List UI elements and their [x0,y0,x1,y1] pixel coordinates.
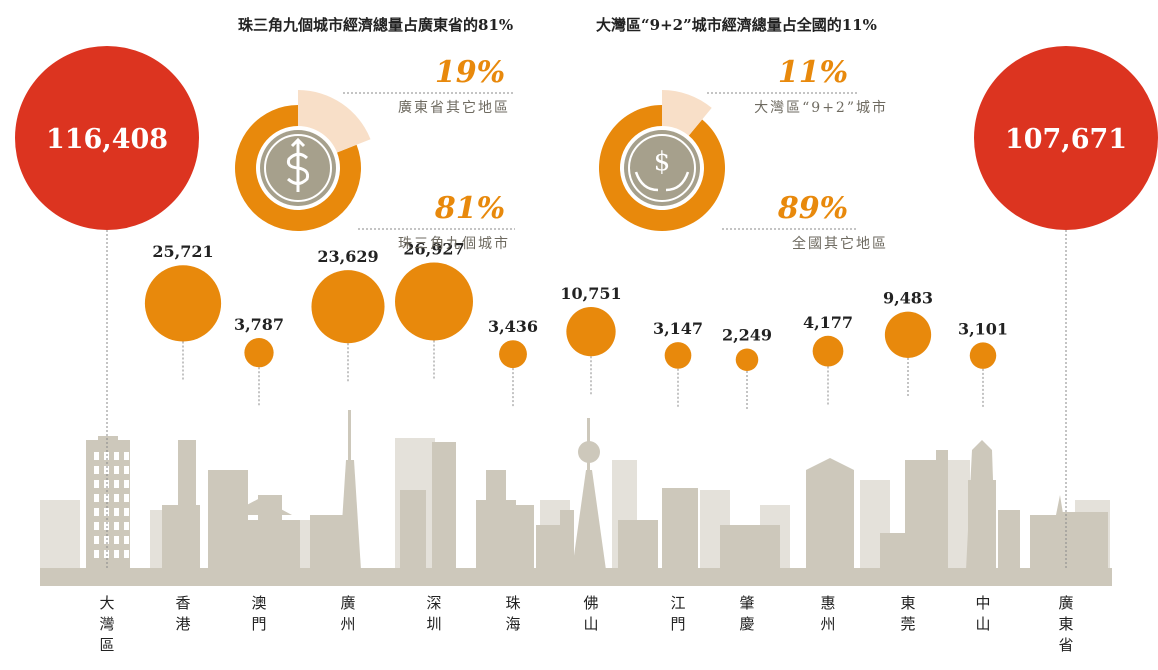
city-label: 深圳 [426,594,441,633]
city-label: 廣東省 [1058,594,1073,654]
slice-label: 大灣區“9+2”城市 [754,99,888,116]
svg-text:$: $ [654,147,671,177]
headline-left: 珠三角九個城市經濟總量占廣東省的81% [238,16,514,34]
bubble-9 [735,348,759,372]
value-label: 3,787 [234,315,284,334]
minor-slice [298,90,371,153]
hands-dollar-icon: $ [634,147,690,192]
bubble-1 [15,46,199,230]
donut-guangdong-share: 19% 廣東省其它地區 81% 珠三角九個城市 [235,55,515,252]
city-label: 惠州 [820,594,835,633]
city-label: 江門 [670,594,685,633]
bubble-6 [499,340,527,369]
minor-slice [662,90,712,136]
canton-tower-shape [339,460,361,570]
bubble-8 [664,342,692,369]
city-label: 東莞 [900,594,915,633]
bubble-4 [311,270,385,344]
city-label: 廣州 [340,594,355,633]
skyline [40,410,1112,586]
value-label: 23,629 [317,247,378,266]
major-slice [599,105,725,231]
city-label: 佛山 [583,594,598,633]
foshan-tower-shape [572,470,606,570]
bubble-11 [884,311,932,358]
city-bubbles: 116,408 大灣區 25,721 香港 3,787 澳門 23,629 廣州 26,927 深… [15,46,1158,654]
skyline-ground [40,568,1112,586]
percent-label: 89% [777,191,848,226]
city-label: 香港 [175,594,190,633]
value-label: 3,436 [488,317,538,336]
city-label: 肇慶 [739,594,754,633]
bubble-13 [974,46,1158,230]
bubble-3 [244,338,274,368]
value-label: 25,721 [152,242,213,261]
bubble-10 [812,335,844,367]
value-label: 3,147 [653,319,703,338]
dollar-growth-icon [286,137,310,192]
percent-label: 19% [435,55,505,90]
value-label: 26,927 [403,240,464,259]
value-label: 107,671 [1005,124,1127,155]
bubble-12 [969,342,997,369]
value-label: 116,408 [46,124,168,155]
value-label: 4,177 [803,313,853,332]
city-label: 中山 [975,594,990,633]
coin-ring [628,134,696,202]
slice-label: 珠三角九個城市 [398,235,510,252]
city-label: 大灣區 [99,594,114,654]
value-label: 9,483 [883,289,933,308]
value-label: 3,101 [958,319,1008,338]
slice-label: 廣東省其它地區 [398,99,510,116]
percent-label: 81% [434,191,505,226]
pagoda-shape [966,440,996,570]
coin-ring [264,134,332,202]
headline-right: 大灣區“9+2”城市經濟總量占全國的11% [596,16,877,34]
donut-national-share: $11% 大灣區“9+2”城市 89% 全國其它地區 [599,55,888,252]
city-label: 珠海 [505,594,520,633]
bubble-2 [144,265,222,342]
value-label: 2,249 [722,325,772,344]
slice-label: 全國其它地區 [792,235,888,252]
bubble-5 [395,262,473,341]
major-slice [235,105,362,231]
value-label: 10,751 [560,284,621,303]
percent-label: 11% [778,55,848,90]
bubble-7 [566,307,616,357]
coin-icon [624,130,700,206]
city-label: 澳門 [251,594,266,633]
